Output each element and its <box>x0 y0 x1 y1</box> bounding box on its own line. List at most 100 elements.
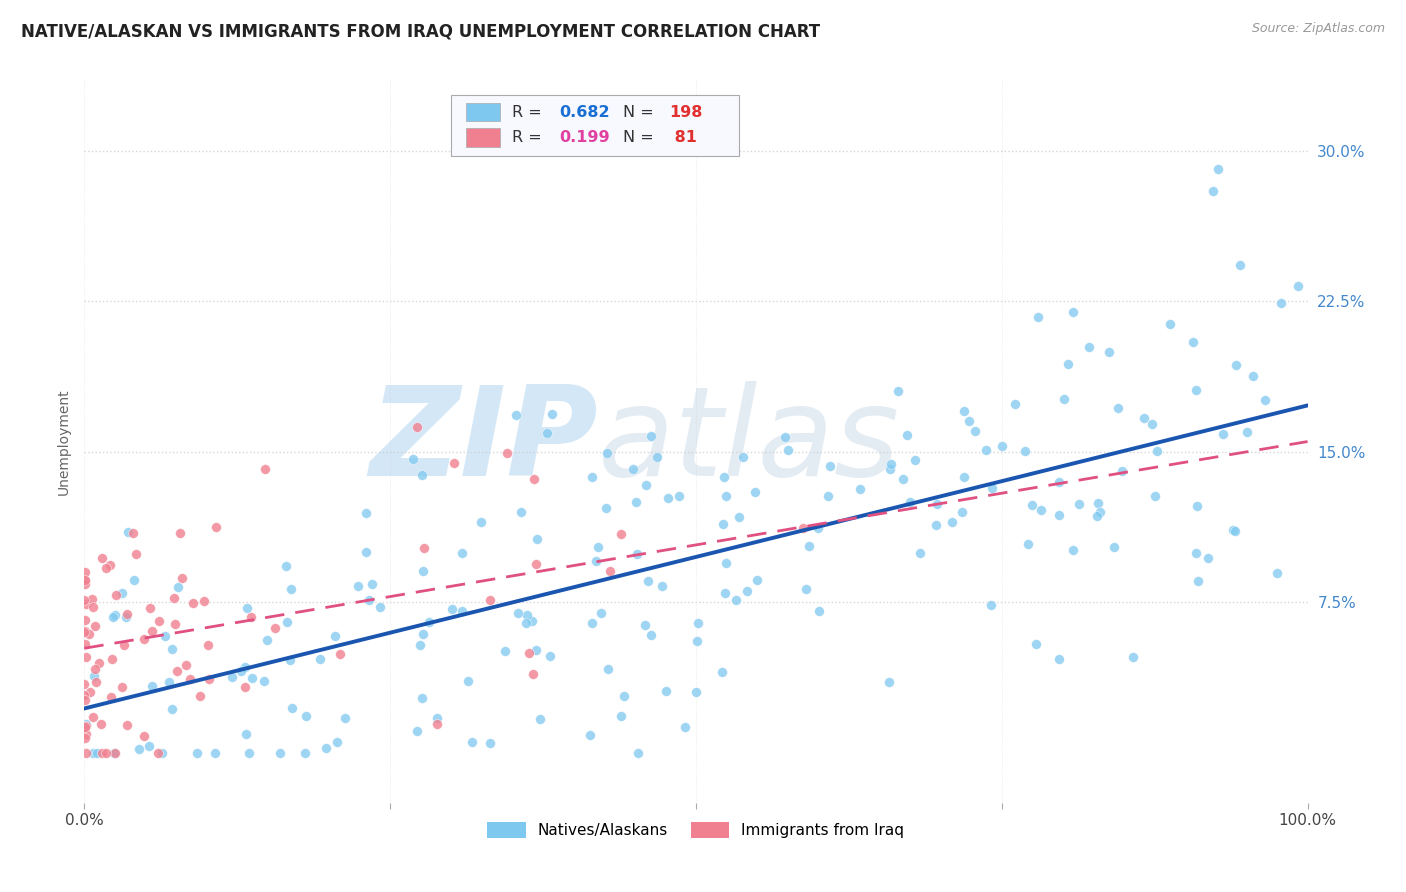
Immigrants from Iraq <box>179 672 201 686</box>
Immigrants from Iraq <box>98 558 121 573</box>
Natives/Alaskans <box>891 472 914 486</box>
Natives/Alaskans <box>1222 523 1244 537</box>
Immigrants from Iraq <box>253 461 276 475</box>
Natives/Alaskans <box>713 586 735 600</box>
Natives/Alaskans <box>204 746 226 760</box>
Natives/Alaskans <box>1098 344 1121 359</box>
Natives/Alaskans <box>613 689 636 703</box>
Natives/Alaskans <box>515 615 537 630</box>
Natives/Alaskans <box>82 746 104 760</box>
Natives/Alaskans <box>295 708 318 723</box>
Natives/Alaskans <box>1202 184 1225 198</box>
Natives/Alaskans <box>122 573 145 587</box>
Immigrants from Iraq <box>517 647 540 661</box>
Natives/Alaskans <box>510 505 533 519</box>
Natives/Alaskans <box>624 495 647 509</box>
Natives/Alaskans <box>904 452 927 467</box>
Natives/Alaskans <box>141 679 163 693</box>
Natives/Alaskans <box>1062 305 1084 319</box>
Immigrants from Iraq <box>599 564 621 578</box>
Natives/Alaskans <box>941 515 963 529</box>
Natives/Alaskans <box>991 439 1014 453</box>
Immigrants from Iraq <box>80 592 103 607</box>
Natives/Alaskans <box>588 540 610 554</box>
Immigrants from Iraq <box>233 680 256 694</box>
Immigrants from Iraq <box>73 692 96 706</box>
Immigrants from Iraq <box>443 456 465 470</box>
Natives/Alaskans <box>578 728 600 742</box>
Natives/Alaskans <box>269 746 291 760</box>
Natives/Alaskans <box>877 674 900 689</box>
Natives/Alaskans <box>1047 475 1070 489</box>
Natives/Alaskans <box>626 547 648 561</box>
Natives/Alaskans <box>1140 417 1163 431</box>
Natives/Alaskans <box>965 424 987 438</box>
Natives/Alaskans <box>980 598 1002 612</box>
Immigrants from Iraq <box>75 719 97 733</box>
Natives/Alaskans <box>807 521 830 535</box>
Natives/Alaskans <box>114 609 136 624</box>
Natives/Alaskans <box>925 517 948 532</box>
Natives/Alaskans <box>908 546 931 560</box>
Natives/Alaskans <box>887 384 910 399</box>
Natives/Alaskans <box>1185 499 1208 513</box>
Natives/Alaskans <box>75 716 97 731</box>
Immigrants from Iraq <box>75 731 97 745</box>
Natives/Alaskans <box>236 601 259 615</box>
Natives/Alaskans <box>957 414 980 428</box>
Immigrants from Iraq <box>163 591 186 605</box>
Natives/Alaskans <box>538 648 561 663</box>
Text: ZIP: ZIP <box>370 381 598 502</box>
Immigrants from Iraq <box>73 614 96 628</box>
Natives/Alaskans <box>150 746 173 760</box>
Natives/Alaskans <box>634 477 657 491</box>
Natives/Alaskans <box>1047 508 1070 522</box>
Natives/Alaskans <box>1206 162 1229 177</box>
Natives/Alaskans <box>368 600 391 615</box>
Natives/Alaskans <box>103 746 125 760</box>
Text: 0.199: 0.199 <box>560 130 610 145</box>
Natives/Alaskans <box>596 446 619 460</box>
Natives/Alaskans <box>526 532 548 546</box>
Immigrants from Iraq <box>426 716 449 731</box>
Immigrants from Iraq <box>125 547 148 561</box>
Text: N =: N = <box>623 104 658 120</box>
Immigrants from Iraq <box>197 638 219 652</box>
Natives/Alaskans <box>879 462 901 476</box>
Immigrants from Iraq <box>169 525 191 540</box>
Text: N =: N = <box>623 130 658 145</box>
Natives/Alaskans <box>405 723 427 738</box>
Natives/Alaskans <box>1090 505 1112 519</box>
Natives/Alaskans <box>595 501 617 516</box>
Natives/Alaskans <box>1146 443 1168 458</box>
Natives/Alaskans <box>1087 496 1109 510</box>
Immigrants from Iraq <box>176 657 198 672</box>
Natives/Alaskans <box>879 457 901 471</box>
Text: NATIVE/ALASKAN VS IMMIGRANTS FROM IRAQ UNEMPLOYMENT CORRELATION CHART: NATIVE/ALASKAN VS IMMIGRANTS FROM IRAQ U… <box>21 22 820 40</box>
Natives/Alaskans <box>673 720 696 734</box>
Immigrants from Iraq <box>111 680 134 694</box>
Immigrants from Iraq <box>79 685 101 699</box>
Natives/Alaskans <box>451 604 474 618</box>
Natives/Alaskans <box>974 442 997 457</box>
Natives/Alaskans <box>128 742 150 756</box>
Natives/Alaskans <box>235 727 257 741</box>
Immigrants from Iraq <box>73 574 96 588</box>
Natives/Alaskans <box>426 711 449 725</box>
Natives/Alaskans <box>818 459 841 474</box>
Natives/Alaskans <box>1004 397 1026 411</box>
Natives/Alaskans <box>101 610 124 624</box>
Natives/Alaskans <box>162 642 184 657</box>
Natives/Alaskans <box>1223 524 1246 539</box>
Natives/Alaskans <box>166 580 188 594</box>
Natives/Alaskans <box>529 712 551 726</box>
Immigrants from Iraq <box>193 594 215 608</box>
Natives/Alaskans <box>229 664 252 678</box>
Natives/Alaskans <box>157 675 180 690</box>
Natives/Alaskans <box>402 452 425 467</box>
Natives/Alaskans <box>524 642 547 657</box>
Immigrants from Iraq <box>166 664 188 678</box>
Natives/Alaskans <box>1122 649 1144 664</box>
Immigrants from Iraq <box>181 596 204 610</box>
Immigrants from Iraq <box>522 666 544 681</box>
